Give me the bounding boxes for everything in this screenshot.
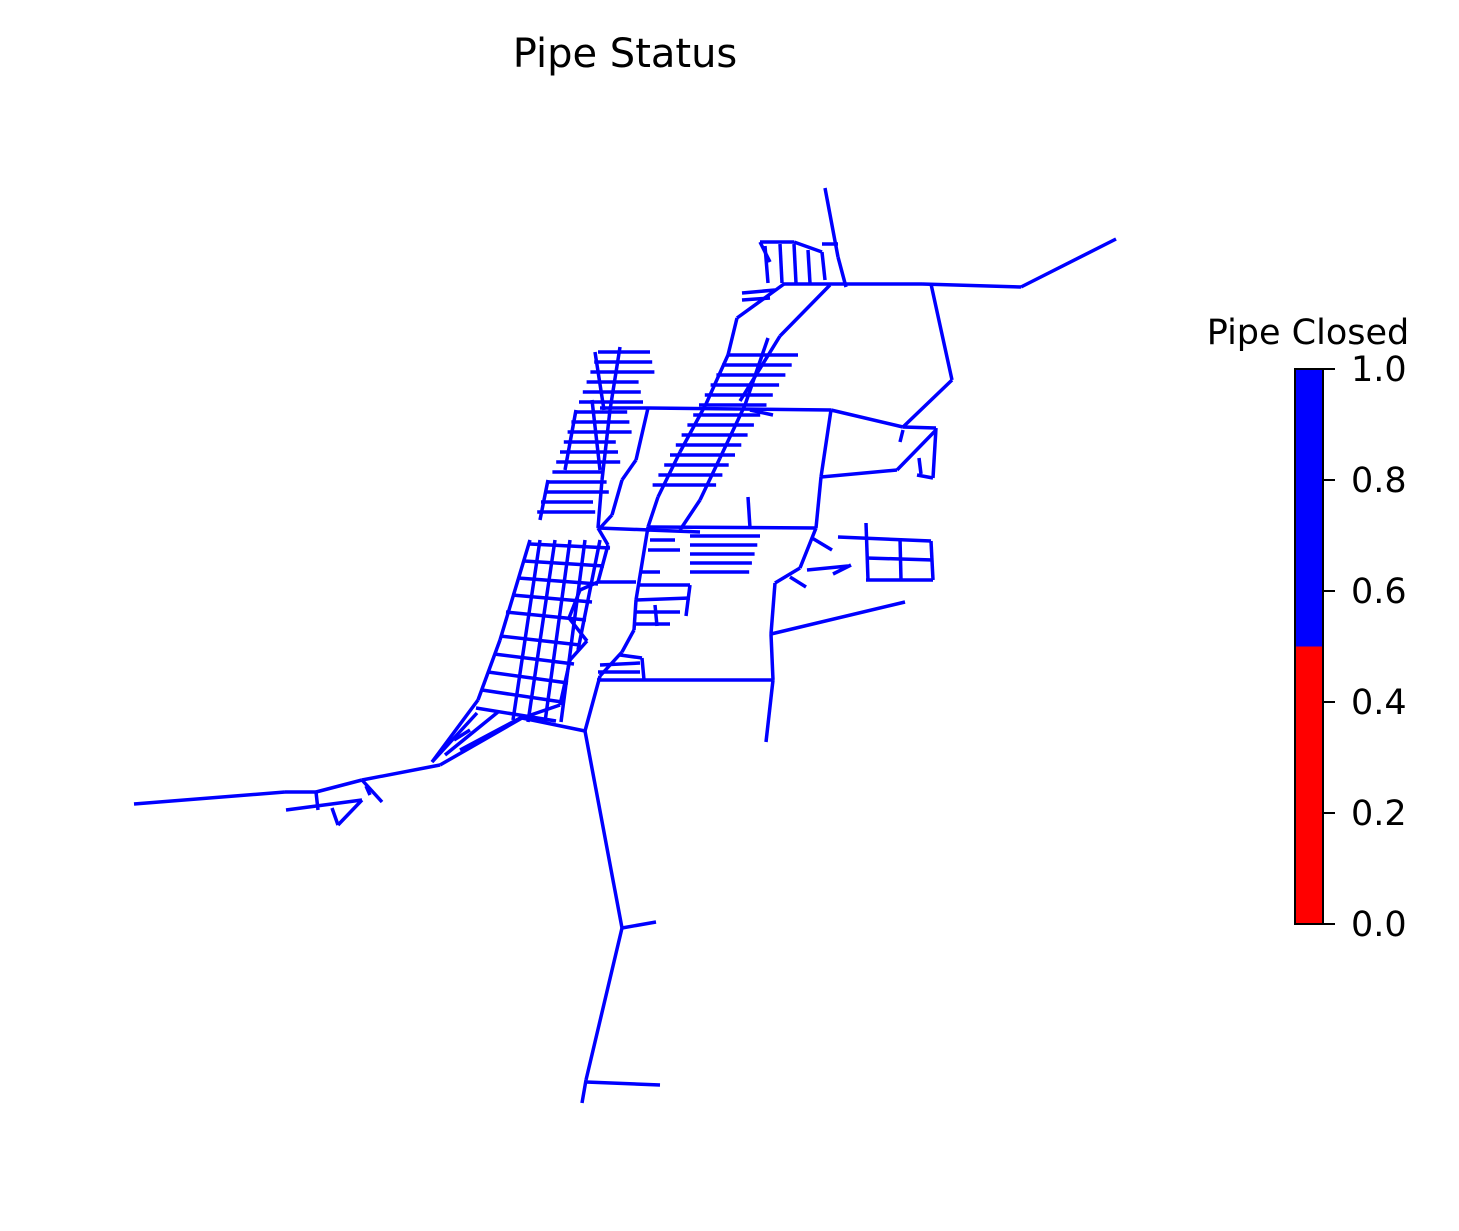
plot-title: Pipe Status [513, 31, 738, 77]
pipe-segment [518, 578, 598, 584]
pipe-segment [648, 527, 816, 528]
colorbar-tick-label: 0.6 [1351, 572, 1407, 612]
pipe-segment [720, 405, 745, 458]
pipe-segment [771, 583, 775, 634]
pipe-segment [586, 928, 622, 1080]
pipe-segment [780, 244, 782, 283]
pipe-segment [838, 537, 931, 541]
pipe-segment [866, 523, 868, 580]
pipe-segment [816, 477, 821, 528]
pipe-segment [600, 515, 612, 528]
pipe-segment [903, 427, 936, 428]
pipe-segment [494, 654, 574, 664]
colorbar-band-1 [1295, 369, 1323, 647]
pipe-segment [780, 285, 830, 336]
colorbar-tick-label: 0.8 [1351, 461, 1407, 501]
pipe-segment [825, 188, 838, 257]
pipe-segment [808, 250, 810, 283]
pipe-segment [540, 480, 548, 520]
pipe-segment [740, 336, 780, 401]
pipe-segment [622, 460, 636, 480]
pipe-segment [582, 1080, 586, 1103]
pipe-segment [771, 602, 905, 634]
pipe-segment [332, 808, 338, 825]
pipe-segment [598, 480, 602, 528]
pipe-segment [636, 598, 690, 600]
pipe-segment [742, 298, 770, 300]
pipe-segment [642, 658, 644, 680]
pipe-segment [812, 538, 832, 550]
pipe-network [134, 188, 1116, 1103]
colorbar-tick-label: 1.0 [1351, 350, 1407, 390]
pipe-segment [528, 540, 555, 722]
pipe-segment [800, 528, 816, 568]
pipe-segment [790, 577, 806, 587]
pipe-segment [488, 672, 568, 683]
pipe-segment [903, 380, 952, 427]
pipe-segment [316, 780, 362, 792]
colorbar: Pipe Closed 0.0 0.2 0.4 0.6 0.8 1.0 [1207, 313, 1410, 945]
pipe-segment [636, 527, 648, 600]
pipe-segment [286, 800, 362, 810]
pipe-segment [866, 558, 933, 560]
pipe-segment [1021, 239, 1116, 287]
pipe-segment [766, 680, 773, 742]
pipe-segment [622, 922, 656, 928]
pipe-segment [598, 528, 650, 530]
pipe-segment [931, 284, 952, 380]
pipe-segment [821, 410, 831, 477]
pipe-segment [933, 428, 936, 478]
pipe-segment [821, 470, 897, 477]
colorbar-title: Pipe Closed [1207, 313, 1410, 353]
pipe-segment [622, 630, 634, 652]
pipe-segment [634, 600, 636, 630]
pipe-segment [600, 663, 640, 665]
pipe-segment [900, 430, 903, 442]
pipe-segment [794, 244, 796, 283]
pipe-segment [771, 634, 773, 680]
colorbar-tick-label: 0.2 [1351, 794, 1407, 834]
colorbar-tick-label: 0.0 [1351, 905, 1407, 945]
pipe-segment [636, 408, 648, 460]
pipe-segment [728, 318, 737, 355]
colorbar-tick-label: 0.4 [1351, 683, 1407, 723]
pipe-segment [134, 792, 285, 804]
pipe-segment [620, 655, 642, 658]
pipe-segment [513, 540, 540, 720]
pipe-segment [922, 284, 1021, 287]
colorbar-ticks: 0.0 0.2 0.4 0.6 0.8 1.0 [1323, 350, 1407, 945]
colorbar-band-0 [1295, 647, 1323, 925]
pipe-segment [917, 475, 933, 478]
pipe-segment [686, 585, 690, 616]
pipe-segment [748, 497, 750, 528]
pipe-segment [648, 497, 658, 527]
pipe-segment [585, 731, 622, 928]
pipe-segment [362, 780, 382, 802]
colorbar-bands [1295, 369, 1323, 924]
pipe-segment [655, 605, 657, 626]
pipe-segment [586, 1082, 660, 1085]
pipe-segment [512, 595, 592, 602]
pipe-segment [362, 765, 440, 780]
pipe-segment [831, 410, 903, 427]
pipe-segment [919, 458, 921, 474]
pipe-segment [585, 676, 600, 731]
pipe-segment [648, 408, 831, 410]
pipe-segment [822, 252, 825, 280]
pipe-segment [432, 713, 477, 762]
pipe-segment [648, 530, 700, 532]
pipe-segment [612, 480, 622, 515]
